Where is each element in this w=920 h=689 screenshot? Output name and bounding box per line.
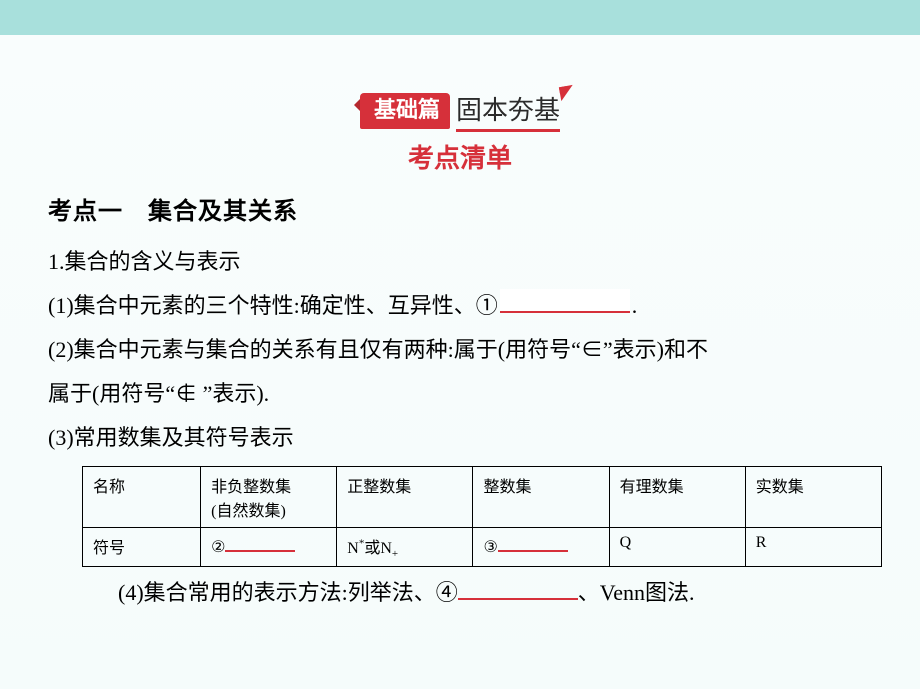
line-4: (4)集合常用的表示方法:列举法、④ 、Venn图法.: [48, 573, 872, 613]
line-4-b: 、Venn图法.: [578, 580, 695, 605]
kpoint-heading: 考点一 集合及其关系: [48, 191, 872, 226]
line-2b: 属于(用符号“∉ ”表示).: [48, 372, 872, 416]
section-banner: 基础篇 固本夯基: [48, 90, 872, 132]
table-cell: 非负整数集 (自然数集): [201, 467, 337, 528]
document-page: 基础篇 固本夯基 考点清单 考点一 集合及其关系 1.集合的含义与表示 (1)集…: [0, 0, 920, 613]
table-cell: ②: [201, 528, 337, 567]
blank-3-prefix: ③: [483, 539, 497, 556]
line-2a: (2)集合中元素与集合的关系有且仅有两种:属于(用符号“∈”表示)和不: [48, 328, 872, 372]
banner-tab: 基础篇: [360, 93, 450, 129]
line-1-prefix: (1)集合中元素的三个特性:确定性、互异性、①: [48, 293, 498, 318]
table-cell: 实数集: [745, 467, 881, 528]
table-cell: R: [745, 528, 881, 567]
table-cell: 正整数集: [337, 467, 473, 528]
line-1-suffix: .: [632, 293, 638, 318]
section-1-title: 1.集合的含义与表示: [48, 240, 872, 284]
table-row: 名称 非负整数集 (自然数集) 正整数集 整数集 有理数集 实数集: [83, 467, 882, 528]
table-row: 符号 ② N*或N+ ③ Q R: [83, 528, 882, 567]
body-content: 1.集合的含义与表示 (1)集合中元素的三个特性:确定性、互异性、①. (2)集…: [48, 240, 872, 460]
line-1: (1)集合中元素的三个特性:确定性、互异性、①.: [48, 284, 872, 328]
line-4-a: (4)集合常用的表示方法:列举法、④: [118, 580, 458, 605]
line-3: (3)常用数集及其符号表示: [48, 416, 872, 460]
page-subtitle: 考点清单: [48, 138, 872, 175]
n-plus-b: 或N: [364, 540, 392, 557]
row1-head: 名称: [83, 467, 201, 528]
row2-head: 符号: [83, 528, 201, 567]
table-cell: Q: [609, 528, 745, 567]
n-star-a: N: [347, 540, 359, 557]
number-sets-table: 名称 非负整数集 (自然数集) 正整数集 整数集 有理数集 实数集 符号 ② N…: [82, 466, 882, 567]
blank-4: [458, 582, 578, 600]
blank-2-prefix: ②: [211, 539, 225, 556]
table-cell: ③: [473, 528, 609, 567]
blank-1: [500, 289, 630, 313]
blank-2: [225, 534, 295, 552]
table-cell: N*或N+: [337, 528, 473, 567]
table-cell: 整数集: [473, 467, 609, 528]
table-cell: 有理数集: [609, 467, 745, 528]
n-plus-sub: +: [392, 548, 398, 560]
banner-script: 固本夯基: [456, 90, 560, 132]
blank-3: [498, 534, 568, 552]
